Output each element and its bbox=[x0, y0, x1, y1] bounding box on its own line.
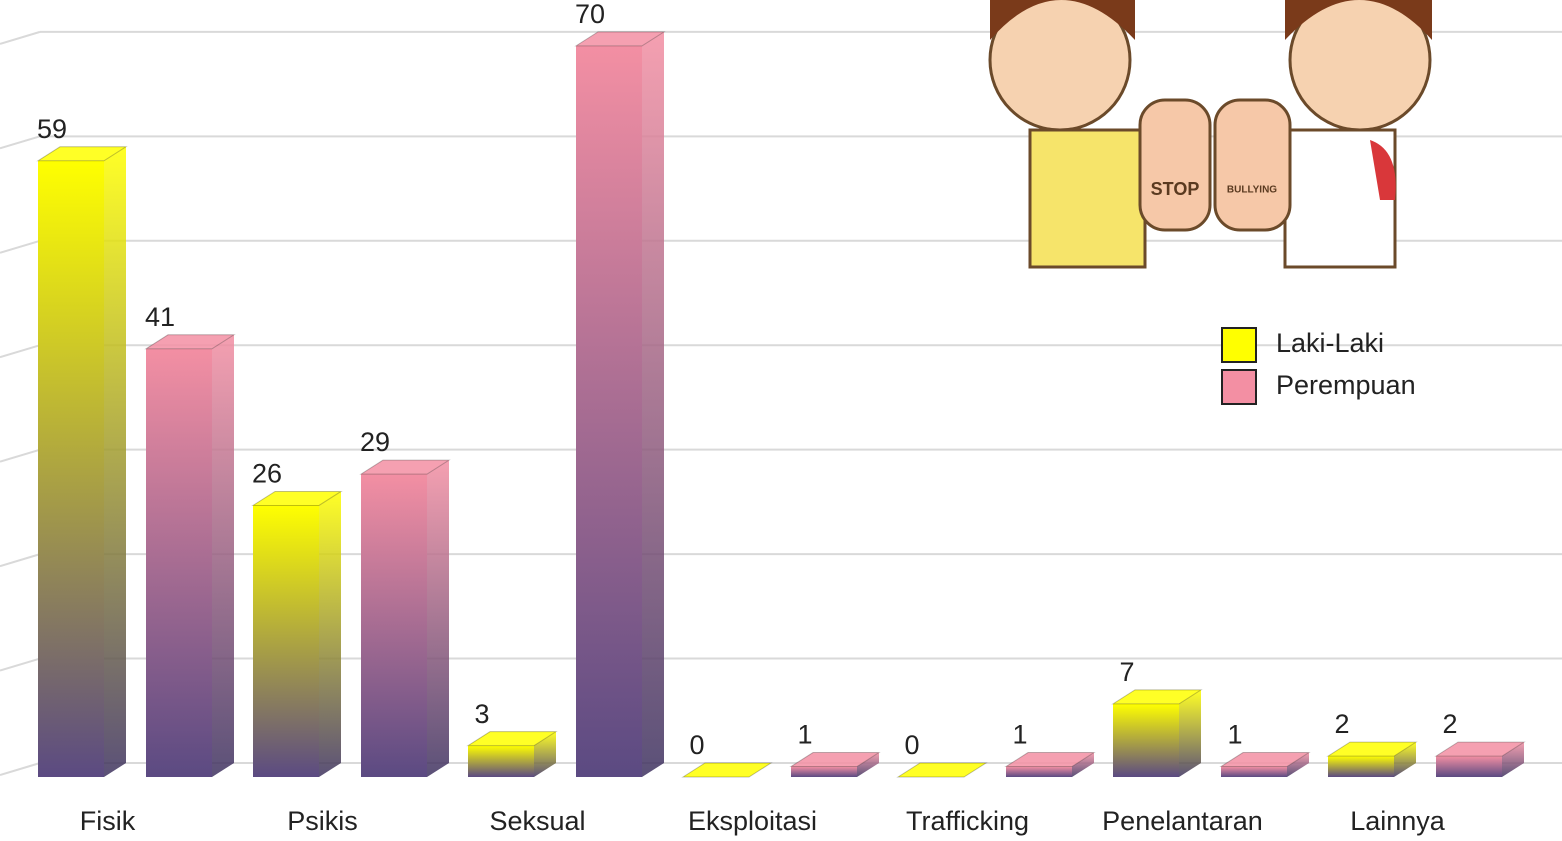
bar-top bbox=[683, 763, 771, 777]
bar bbox=[253, 505, 319, 777]
bar-group: 0 bbox=[683, 730, 771, 777]
value-label: 2 bbox=[1442, 709, 1457, 739]
value-label: 2 bbox=[1334, 709, 1349, 739]
value-label: 1 bbox=[1227, 720, 1242, 750]
grid-line-side bbox=[0, 345, 40, 357]
bar-group: 70 bbox=[575, 0, 664, 777]
value-label: 29 bbox=[360, 427, 390, 457]
grid-line-side bbox=[0, 659, 40, 671]
value-label: 0 bbox=[689, 730, 704, 760]
value-label: 1 bbox=[1012, 720, 1027, 750]
legend-label: Perempuan bbox=[1276, 370, 1416, 400]
bar bbox=[576, 46, 642, 777]
bar bbox=[146, 349, 212, 777]
bar-group: 1 bbox=[1221, 720, 1309, 777]
bar-side bbox=[319, 491, 341, 777]
value-label: 1 bbox=[797, 720, 812, 750]
value-label: 3 bbox=[474, 699, 489, 729]
bar bbox=[1328, 756, 1394, 777]
value-label: 7 bbox=[1119, 657, 1134, 687]
bar-group: 3 bbox=[468, 699, 556, 777]
chart: 59 41 26 29 3 70 0 1 0 1 7 1 2 2 STOP BULLYING Fisik P… bbox=[0, 0, 1562, 841]
bar-group: 1 bbox=[1006, 720, 1094, 777]
value-label: 26 bbox=[252, 459, 282, 489]
bar-group: 0 bbox=[898, 730, 986, 777]
bar-side bbox=[212, 335, 234, 777]
bar-group: 7 bbox=[1113, 657, 1201, 777]
bar bbox=[1436, 756, 1502, 777]
bar-group: 1 bbox=[791, 720, 879, 777]
x-tick-label: Eksploitasi bbox=[688, 806, 817, 836]
value-label: 59 bbox=[37, 114, 67, 144]
sign-text: STOP bbox=[1151, 179, 1200, 199]
bar bbox=[1006, 767, 1072, 777]
sign-text: BULLYING bbox=[1227, 185, 1277, 196]
grid-line-side bbox=[0, 32, 40, 44]
illustration: STOP BULLYING bbox=[990, 0, 1432, 267]
value-label: 41 bbox=[145, 302, 175, 332]
bar-group: 26 bbox=[252, 459, 341, 777]
x-tick-label: Trafficking bbox=[906, 806, 1029, 836]
value-label: 0 bbox=[904, 730, 919, 760]
x-tick-label: Seksual bbox=[489, 806, 585, 836]
x-tick-label: Psikis bbox=[287, 806, 358, 836]
grid-line-side bbox=[0, 763, 40, 775]
bar bbox=[468, 746, 534, 777]
grid-line-side bbox=[0, 450, 40, 462]
bar-top bbox=[898, 763, 986, 777]
bar bbox=[791, 767, 857, 777]
x-tick-label: Lainnya bbox=[1350, 806, 1446, 836]
bar-side bbox=[1179, 690, 1201, 777]
value-label: 70 bbox=[575, 0, 605, 29]
bar bbox=[1113, 704, 1179, 777]
x-tick-label: Fisik bbox=[80, 806, 136, 836]
legend-swatch bbox=[1222, 370, 1256, 404]
grid-line-side bbox=[0, 241, 40, 253]
bar-group: 29 bbox=[360, 427, 449, 777]
bar-group: 2 bbox=[1436, 709, 1524, 777]
legend: Laki-Laki Perempuan bbox=[1222, 328, 1416, 404]
legend-swatch bbox=[1222, 328, 1256, 362]
bar bbox=[361, 474, 427, 777]
bar-group: 59 bbox=[37, 114, 126, 777]
grid-line-side bbox=[0, 554, 40, 566]
bar-side bbox=[427, 460, 449, 777]
bar-side bbox=[642, 32, 664, 777]
legend-label: Laki-Laki bbox=[1276, 328, 1384, 358]
grid-line-side bbox=[0, 136, 40, 148]
bar bbox=[38, 161, 104, 777]
bar-side bbox=[104, 147, 126, 777]
bar-group: 2 bbox=[1328, 709, 1416, 777]
bar bbox=[1221, 767, 1287, 777]
bar-group: 41 bbox=[145, 302, 234, 777]
x-tick-label: Penelantaran bbox=[1102, 806, 1263, 836]
